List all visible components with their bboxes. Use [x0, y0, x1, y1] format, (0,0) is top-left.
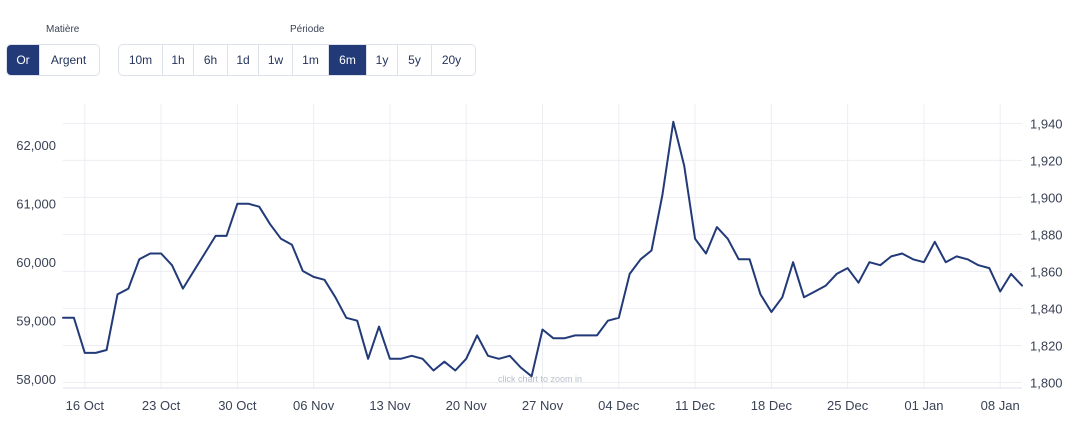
x-tick-label: 01 Jan: [904, 398, 943, 413]
period-label: Période: [290, 24, 325, 35]
metal-selector: Or Argent: [6, 44, 100, 76]
metal-button-or[interactable]: Or: [7, 45, 40, 75]
x-tick-label: 20 Nov: [446, 398, 488, 413]
period-button-6h[interactable]: 6h: [194, 45, 228, 75]
period-button-20y[interactable]: 20y: [441, 53, 462, 67]
period-button-1w[interactable]: 1w: [259, 45, 293, 75]
right-tick-label: 1,900: [1030, 190, 1063, 205]
right-tick-label: 1,800: [1030, 375, 1063, 390]
chart-grid: [63, 104, 1022, 388]
period-button-6m[interactable]: 6m: [329, 45, 367, 75]
period-button-1m[interactable]: 1m: [293, 45, 329, 75]
left-axis: 58,000 59,000 60,000 61,000 62,000: [16, 138, 56, 387]
x-tick-label: 27 Nov: [522, 398, 564, 413]
left-tick-label: 58,000: [16, 372, 56, 387]
period-button-1y[interactable]: 1y: [367, 45, 398, 75]
right-tick-label: 1,920: [1030, 153, 1063, 168]
metal-button-argent[interactable]: Argent: [50, 53, 87, 67]
x-tick-label: 25 Dec: [827, 398, 869, 413]
period-selector: 10m 1h 6h 1d 1w 1m 6m 1y 5y 20y: [118, 44, 476, 76]
x-tick-label: 04 Dec: [598, 398, 640, 413]
period-button-1d[interactable]: 1d: [228, 45, 259, 75]
right-tick-label: 1,820: [1030, 338, 1063, 353]
price-chart[interactable]: 58,000 59,000 60,000 61,000 62,000 1,800 1,82…: [0, 90, 1080, 432]
period-button-5y[interactable]: 5y: [398, 45, 432, 75]
series-layer: [62, 120, 1023, 378]
right-axis: 1,800 1,820 1,840 1,860 1,880 1,900 1,920 1,940: [1030, 116, 1063, 390]
x-tick-label: 13 Nov: [369, 398, 411, 413]
x-axis: 16 Oct 23 Oct 30 Oct 06 Nov 13 Nov 20 Nov 27 N…: [63, 387, 1022, 413]
x-tick-label: 18 Dec: [751, 398, 793, 413]
price-series-line: [62, 120, 1023, 378]
period-button-1h[interactable]: 1h: [163, 45, 194, 75]
right-tick-label: 1,880: [1030, 227, 1063, 242]
metal-label: Matière: [46, 24, 80, 35]
x-tick-label: 30 Oct: [218, 398, 257, 413]
left-tick-label: 61,000: [16, 197, 56, 212]
x-tick-label: 06 Nov: [293, 398, 335, 413]
x-tick-label: 16 Oct: [66, 398, 105, 413]
x-tick-label: 08 Jan: [981, 398, 1020, 413]
left-tick-label: 60,000: [16, 255, 56, 270]
period-button-10m[interactable]: 10m: [119, 45, 163, 75]
x-tick-label: 11 Dec: [675, 398, 716, 413]
left-tick-label: 59,000: [16, 314, 56, 329]
left-tick-label: 62,000: [16, 138, 56, 153]
right-tick-label: 1,940: [1030, 116, 1063, 131]
right-tick-label: 1,860: [1030, 264, 1063, 279]
right-tick-label: 1,840: [1030, 301, 1063, 316]
zoom-hint: click chart to zoom in: [498, 374, 582, 384]
x-tick-label: 23 Oct: [142, 398, 181, 413]
